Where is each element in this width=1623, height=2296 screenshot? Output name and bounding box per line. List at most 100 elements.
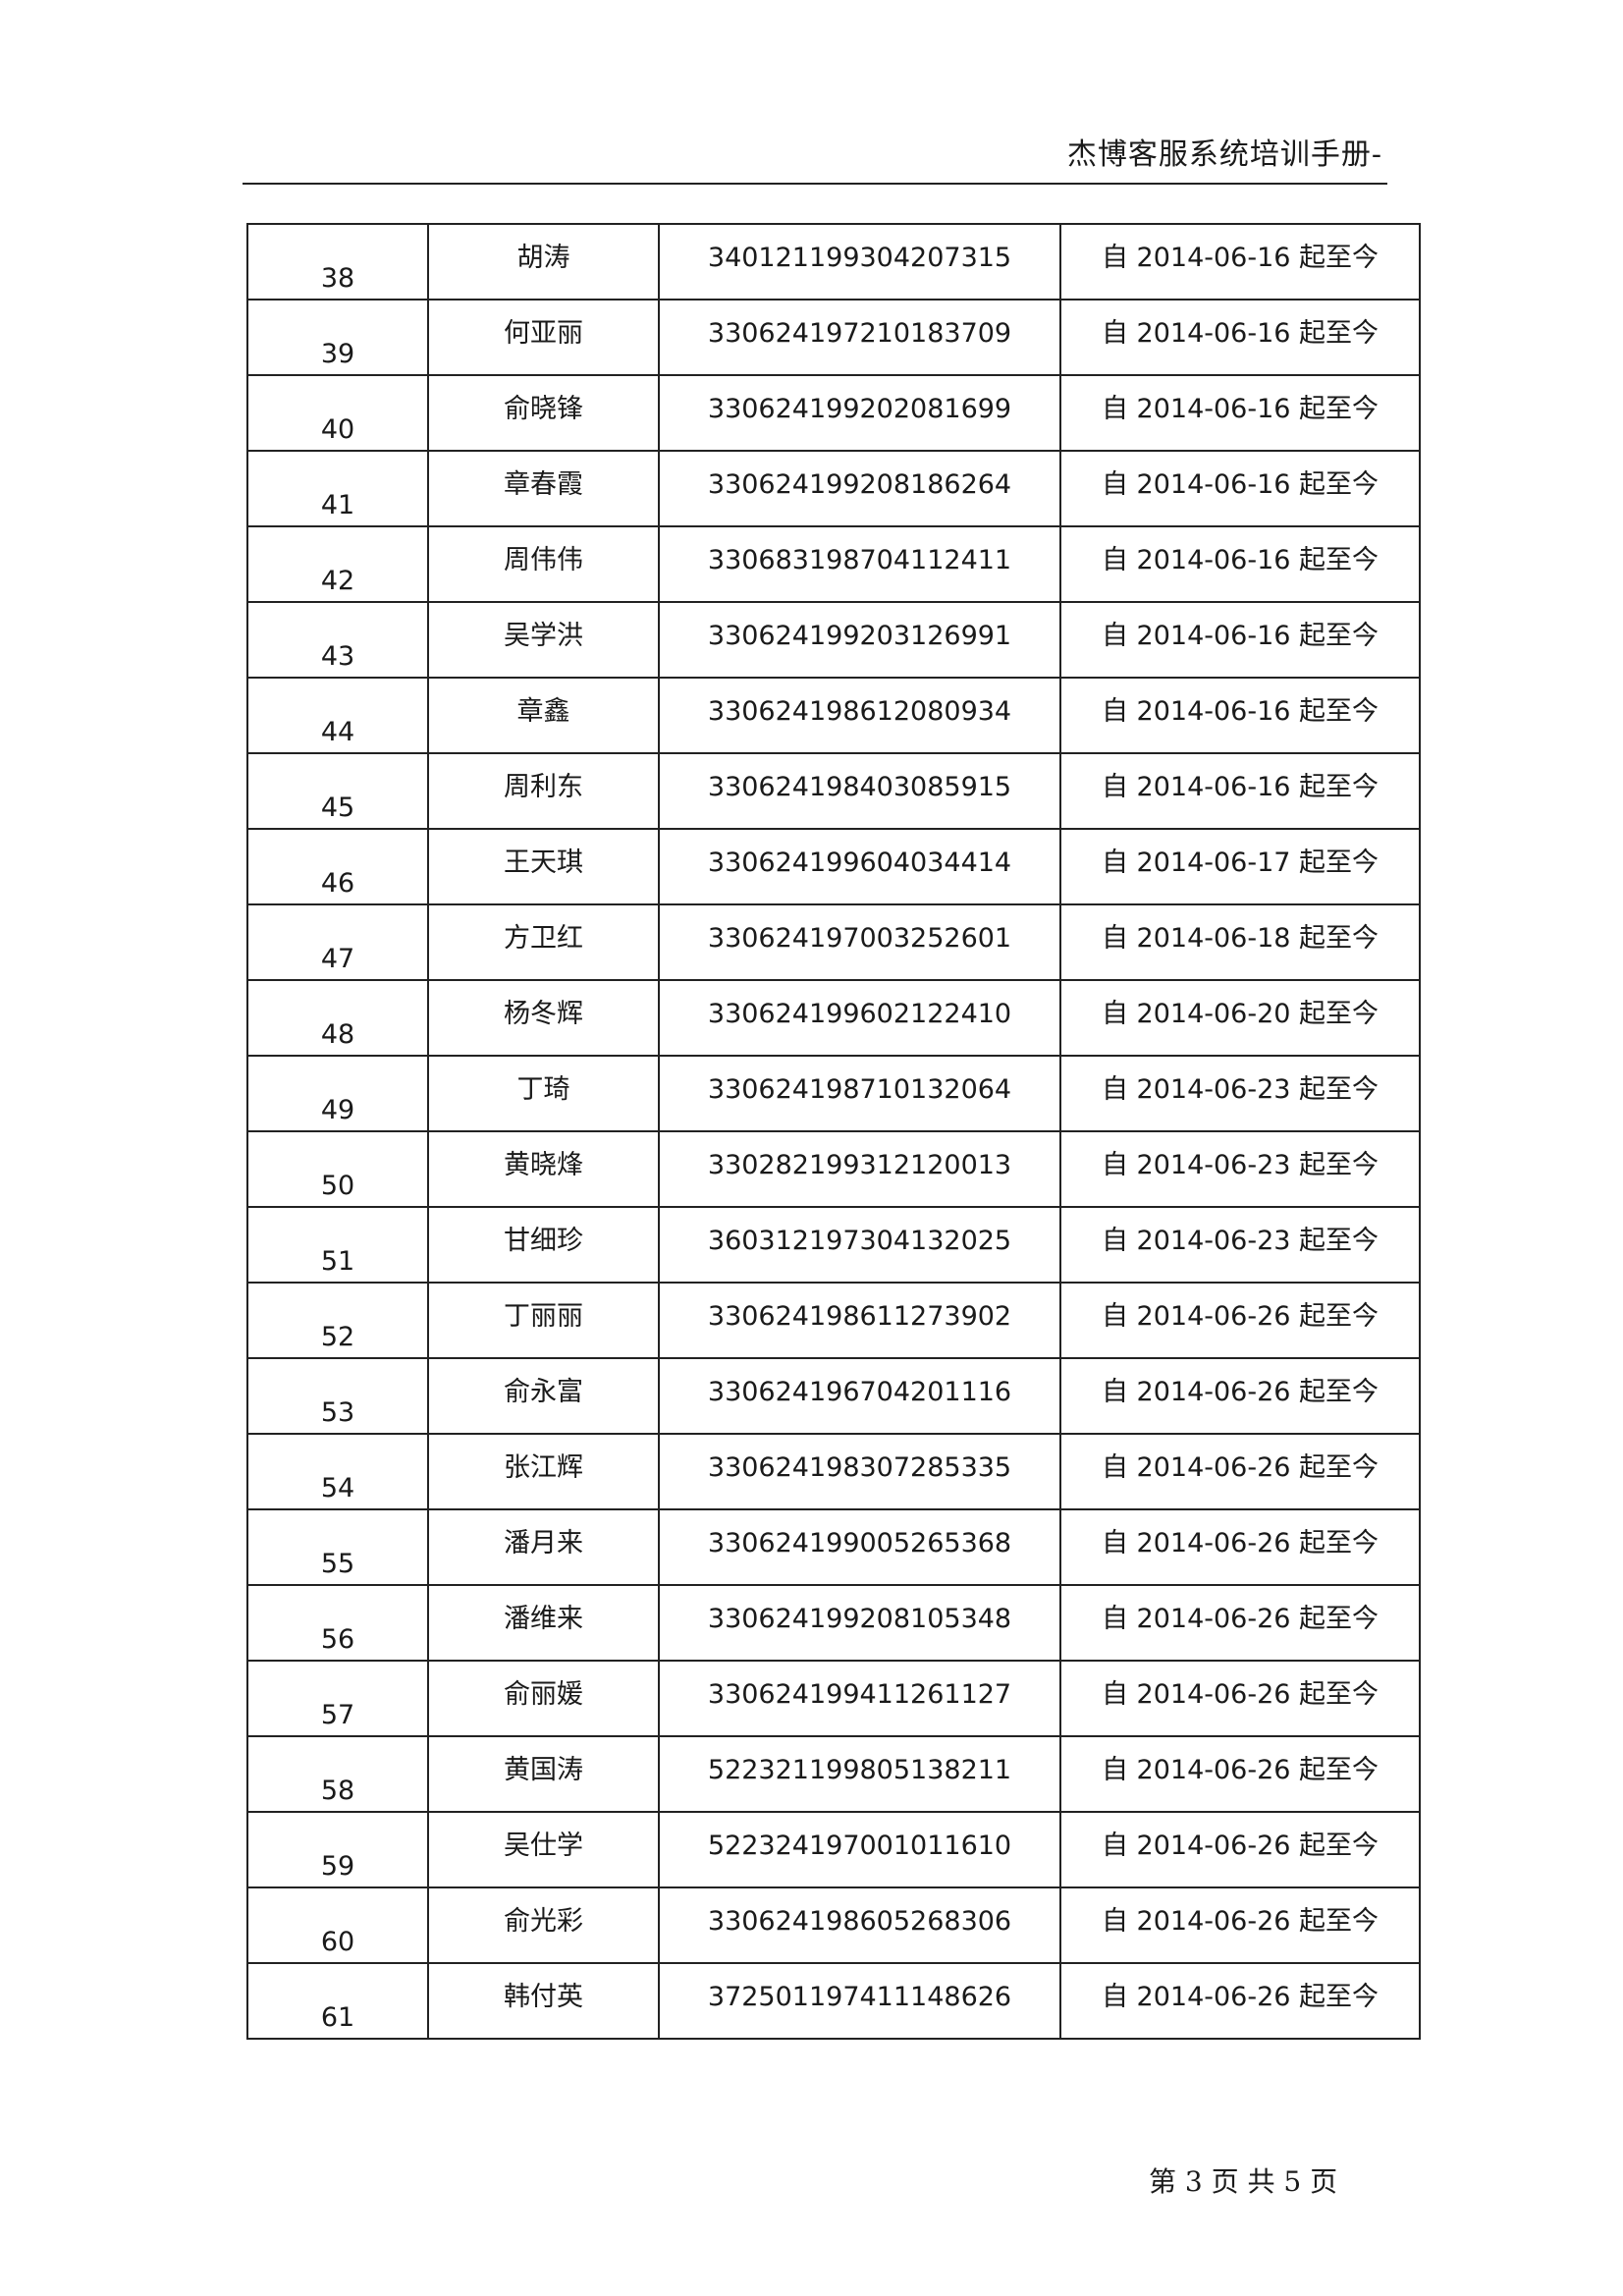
row-number: 57 [320,1700,355,1730]
employee-name: 俞永富 [504,1377,583,1407]
employee-name-cell: 方卫红 [429,905,660,981]
employee-name-cell: 俞光彩 [429,1888,660,1964]
row-number: 54 [320,1473,355,1503]
employment-period-cell: 自 2014-06-26 起至今 [1061,1964,1421,2040]
row-number: 58 [320,1776,355,1806]
employment-period-cell: 自 2014-06-16 起至今 [1061,603,1421,679]
row-number-cell: 40 [248,376,429,452]
employment-period: 自 2014-06-16 起至今 [1101,243,1380,273]
table-row: 45 周利东 330624198403085915 自 2014-06-16 起至今 [248,754,1421,830]
employee-name: 胡涛 [516,243,570,273]
row-number: 50 [320,1171,355,1201]
table-row: 54 张江辉 330624198307285335 自 2014-06-26 起至今 [248,1435,1421,1510]
employee-name: 俞晓锋 [504,394,583,424]
employment-period: 自 2014-06-23 起至今 [1101,1226,1380,1256]
row-number: 49 [320,1095,355,1125]
employee-name: 黄国涛 [504,1755,583,1785]
row-number-cell: 57 [248,1662,429,1737]
employee-name-cell: 王天琪 [429,830,660,905]
employee-name-cell: 韩付英 [429,1964,660,2040]
employment-period: 自 2014-06-26 起至今 [1101,1906,1380,1937]
id-number: 360312197304132025 [707,1226,1012,1256]
row-number: 48 [320,1019,355,1050]
id-number-cell: 330624197003252601 [660,905,1061,981]
row-number: 47 [320,944,355,974]
id-number-cell: 330624198403085915 [660,754,1061,830]
id-number: 330624196704201116 [707,1377,1012,1407]
table-row: 51 甘细珍 360312197304132025 自 2014-06-23 起至今 [248,1208,1421,1284]
table-row: 38 胡涛 340121199304207315 自 2014-06-16 起至今 [248,225,1421,301]
row-number: 59 [320,1851,355,1882]
table-row: 60 俞光彩 330624198605268306 自 2014-06-26 起至今 [248,1888,1421,1964]
employment-period-cell: 自 2014-06-16 起至今 [1061,679,1421,754]
id-number-cell: 330624198611273902 [660,1284,1061,1359]
employment-period: 自 2014-06-16 起至今 [1101,545,1380,575]
employment-period: 自 2014-06-16 起至今 [1101,621,1380,651]
employee-name: 潘维来 [504,1604,583,1634]
id-number: 330624198710132064 [707,1074,1012,1105]
employment-period-cell: 自 2014-06-16 起至今 [1061,301,1421,376]
employee-name: 黄晓烽 [504,1150,583,1180]
row-number: 61 [320,2002,355,2033]
row-number: 40 [320,414,355,445]
id-number-cell: 330624198710132064 [660,1057,1061,1132]
row-number: 45 [320,793,355,823]
employment-period: 自 2014-06-26 起至今 [1101,1982,1380,2012]
employee-name-cell: 潘月来 [429,1510,660,1586]
employment-period: 自 2014-06-26 起至今 [1101,1679,1380,1710]
id-number: 330624199005265368 [707,1528,1012,1558]
header-rule [243,183,1387,185]
id-number: 330624198611273902 [707,1301,1012,1332]
row-number-cell: 61 [248,1964,429,2040]
row-number: 41 [320,490,355,520]
id-number: 330624199604034414 [707,847,1012,878]
employment-period-cell: 自 2014-06-20 起至今 [1061,981,1421,1057]
employee-name-cell: 俞晓锋 [429,376,660,452]
employment-period-cell: 自 2014-06-26 起至今 [1061,1662,1421,1737]
employment-period-cell: 自 2014-06-23 起至今 [1061,1057,1421,1132]
table-row: 58 黄国涛 522321199805138211 自 2014-06-26 起至今 [248,1737,1421,1813]
employee-name: 张江辉 [504,1452,583,1483]
employee-name: 潘月来 [504,1528,583,1558]
id-number-cell: 330624197210183709 [660,301,1061,376]
id-number: 330624199411261127 [707,1679,1012,1710]
row-number: 53 [320,1397,355,1428]
table-row: 46 王天琪 330624199604034414 自 2014-06-17 起至今 [248,830,1421,905]
employment-period: 自 2014-06-18 起至今 [1101,923,1380,954]
id-number-cell: 330624198605268306 [660,1888,1061,1964]
table-row: 53 俞永富 330624196704201116 自 2014-06-26 起至今 [248,1359,1421,1435]
id-number-cell: 330624199005265368 [660,1510,1061,1586]
row-number: 44 [320,717,355,747]
employee-name: 甘细珍 [504,1226,583,1256]
id-number-cell: 330624198307285335 [660,1435,1061,1510]
table-row: 61 韩付英 372501197411148626 自 2014-06-26 起至今 [248,1964,1421,2040]
id-number-cell: 330282199312120013 [660,1132,1061,1208]
employment-period-cell: 自 2014-06-26 起至今 [1061,1586,1421,1662]
employee-name-cell: 张江辉 [429,1435,660,1510]
employee-name: 俞丽媛 [504,1679,583,1710]
employee-name-cell: 俞丽媛 [429,1662,660,1737]
employment-period-cell: 自 2014-06-16 起至今 [1061,225,1421,301]
table-row: 55 潘月来 330624199005265368 自 2014-06-26 起至今 [248,1510,1421,1586]
id-number: 330624198403085915 [707,772,1012,802]
row-number-cell: 43 [248,603,429,679]
employee-name-cell: 吴仕学 [429,1813,660,1888]
id-number: 372501197411148626 [707,1982,1012,2012]
table-row: 52 丁丽丽 330624198611273902 自 2014-06-26 起至今 [248,1284,1421,1359]
row-number-cell: 52 [248,1284,429,1359]
employment-period: 自 2014-06-23 起至今 [1101,1150,1380,1180]
table-row: 48 杨冬辉 330624199602122410 自 2014-06-20 起至今 [248,981,1421,1057]
id-number-cell: 330624199602122410 [660,981,1061,1057]
employee-name-cell: 章春霞 [429,452,660,527]
employment-period: 自 2014-06-16 起至今 [1101,772,1380,802]
employee-name: 周伟伟 [504,545,583,575]
employment-period: 自 2014-06-26 起至今 [1101,1301,1380,1332]
row-number-cell: 58 [248,1737,429,1813]
employment-period-cell: 自 2014-06-26 起至今 [1061,1435,1421,1510]
employment-period: 自 2014-06-16 起至今 [1101,469,1380,500]
id-number-cell: 330624199208105348 [660,1586,1061,1662]
employee-name: 丁琦 [516,1074,570,1105]
table-row: 41 章春霞 330624199208186264 自 2014-06-16 起至今 [248,452,1421,527]
id-number: 522324197001011610 [707,1831,1012,1861]
row-number: 55 [320,1549,355,1579]
